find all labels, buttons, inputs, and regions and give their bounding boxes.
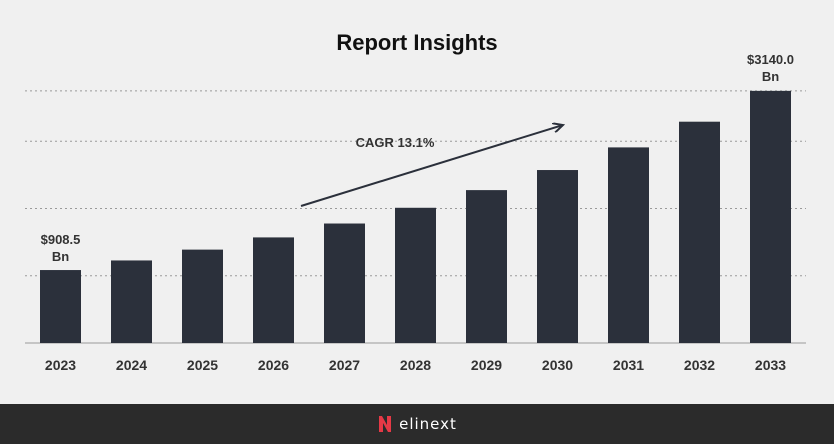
data-label-last-unit: Bn [762, 69, 779, 84]
bar-2028 [395, 207, 436, 343]
cagr-arrow [300, 125, 563, 207]
x-tick-label: 2028 [400, 357, 431, 373]
x-tick-label: 2024 [116, 357, 147, 373]
x-tick-label: 2026 [258, 357, 289, 373]
data-label-last-value: $3140.0 [747, 52, 794, 67]
bar-2024 [111, 260, 152, 343]
brand: elinext [377, 414, 457, 434]
bar-2033 [750, 90, 791, 343]
footer: elinext [0, 404, 834, 444]
bar-2032 [679, 121, 720, 343]
x-tick-label: 2025 [187, 357, 218, 373]
bar-2029 [466, 190, 507, 343]
elinext-logo-icon [379, 416, 392, 432]
bar-2027 [324, 223, 365, 343]
x-tick-label: 2030 [542, 357, 573, 373]
x-tick-label: 2027 [329, 357, 360, 373]
cagr-label: CAGR 13.1% [356, 135, 435, 150]
x-tick-label: 2023 [45, 357, 76, 373]
bar-2031 [608, 147, 649, 343]
x-tick-label: 2032 [684, 357, 715, 373]
data-label-first-unit: Bn [52, 249, 69, 264]
bar-chart: 2023 2024 2025 2026 2027 2028 2029 2030 2031 2032… [25, 52, 806, 373]
data-label-first-value: $908.5 [41, 232, 81, 247]
chart-area: Report Insights 2023 2024 2025 2026 2027 2028… [25, 30, 806, 373]
x-tick-label: 2033 [755, 357, 786, 373]
bar-2026 [253, 237, 294, 343]
chart-title: Report Insights [336, 30, 498, 55]
brand-text: elinext [399, 415, 457, 433]
x-tick-label: 2029 [471, 357, 502, 373]
bar-2023 [40, 270, 81, 343]
bar-2025 [182, 249, 223, 343]
x-tick-label: 2031 [613, 357, 644, 373]
bar-2030 [537, 170, 578, 343]
